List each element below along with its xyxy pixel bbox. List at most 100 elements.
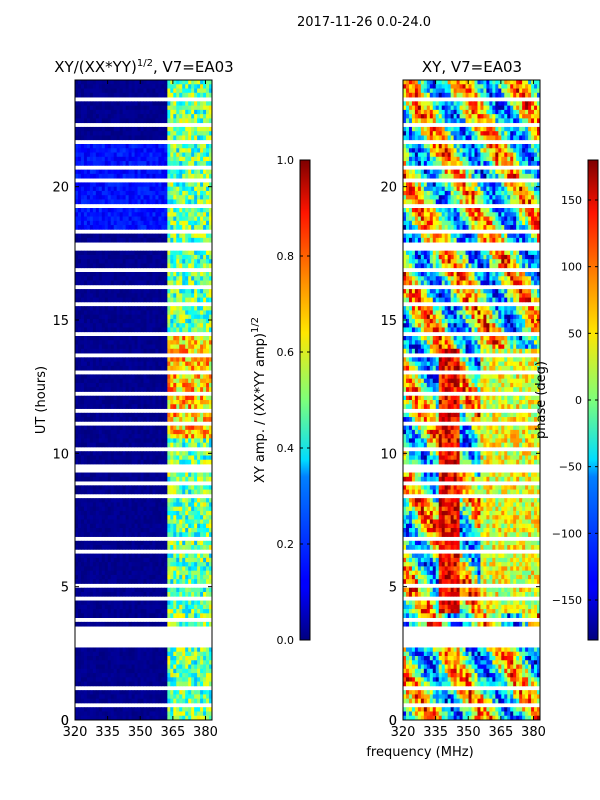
heatmap-cell <box>170 668 174 674</box>
heatmap-cell <box>179 545 183 550</box>
heatmap-cell <box>128 289 132 294</box>
heatmap-cell <box>122 190 127 196</box>
heatmap-cell <box>146 600 150 606</box>
heatmap-cell <box>182 135 186 141</box>
heatmap-cell <box>170 472 174 478</box>
heatmap-cell <box>104 118 109 124</box>
heatmap-cell <box>75 553 79 559</box>
heatmap-cell <box>182 378 186 384</box>
heatmap-cell <box>77 404 82 409</box>
heatmap-cell <box>104 489 109 495</box>
heatmap-cell <box>86 613 91 618</box>
heatmap-cell <box>173 114 177 119</box>
heatmap-cell <box>92 101 97 106</box>
heatmap-cell <box>75 417 79 422</box>
heatmap-cell <box>140 114 144 119</box>
heatmap-cell <box>209 340 212 345</box>
heatmap-cell <box>113 88 118 94</box>
heatmap-cell <box>203 109 207 115</box>
heatmap-cell <box>101 348 106 354</box>
heatmap-cell <box>98 344 103 350</box>
heatmap-cell <box>155 502 159 508</box>
heatmap-cell <box>92 374 97 380</box>
heatmap-cell <box>137 442 141 448</box>
heatmap-cell <box>182 609 186 614</box>
heatmap-cell <box>116 677 121 682</box>
heatmap-cell <box>164 485 168 490</box>
heatmap-cell <box>206 306 210 311</box>
heatmap-cell <box>92 182 97 188</box>
heatmap-cell <box>176 289 180 294</box>
heatmap-cell <box>191 506 195 512</box>
heatmap-cell <box>92 382 97 388</box>
heatmap-cell <box>155 425 159 431</box>
heatmap-cell <box>209 314 212 320</box>
heatmap-cell <box>98 152 103 158</box>
heatmap-cell <box>176 148 180 153</box>
heatmap-cell <box>194 668 198 674</box>
heatmap-cell <box>116 502 121 508</box>
heatmap-cell <box>140 105 144 111</box>
heatmap-cell <box>149 357 153 362</box>
heatmap-cell <box>158 434 162 439</box>
heatmap-cell <box>119 199 124 205</box>
heatmap-cell <box>173 545 177 550</box>
heatmap-cell <box>179 101 183 106</box>
heatmap-cell <box>209 365 212 371</box>
heatmap-cell <box>92 344 97 350</box>
heatmap-cell <box>101 651 106 657</box>
heatmap-cell <box>170 498 174 503</box>
heatmap-cell <box>143 592 147 597</box>
heatmap-cell <box>197 656 201 661</box>
heatmap-cell <box>131 92 135 98</box>
heatmap-cell <box>188 664 192 670</box>
heatmap-cell <box>194 400 198 405</box>
heatmap-cell <box>155 545 159 550</box>
heatmap-cell <box>137 600 141 606</box>
heatmap-cell <box>110 587 115 593</box>
heatmap-cell <box>164 438 168 444</box>
heatmap-cell <box>77 314 82 320</box>
heatmap-cell <box>131 344 135 350</box>
heatmap-cell <box>122 489 127 495</box>
heatmap-cell <box>119 523 124 529</box>
heatmap-cell <box>179 485 183 490</box>
heatmap-cell <box>167 668 171 674</box>
heatmap-cell <box>95 233 100 239</box>
heatmap-cell <box>200 148 204 153</box>
heatmap-cell <box>80 190 85 196</box>
heatmap-cell <box>170 169 174 175</box>
heatmap-cell <box>143 553 147 559</box>
heatmap-cell <box>167 259 171 264</box>
heatmap-cell <box>137 199 141 205</box>
heatmap-cell <box>128 656 132 661</box>
heatmap-cell <box>197 348 201 354</box>
heatmap-cell <box>107 570 112 576</box>
heatmap-cell <box>104 114 109 119</box>
heatmap-cell <box>98 259 103 264</box>
heatmap-cell <box>116 553 121 559</box>
heatmap-cell <box>179 506 183 512</box>
heatmap-cell <box>182 144 186 149</box>
heatmap-cell <box>143 515 147 520</box>
heatmap-cell <box>173 131 177 136</box>
heatmap-cell <box>161 109 165 115</box>
heatmap-cell <box>140 173 144 179</box>
heatmap-cell <box>137 126 141 132</box>
heatmap-cell <box>101 220 106 226</box>
heatmap-cell <box>182 519 186 525</box>
heatmap-cell <box>161 412 165 418</box>
heatmap-cell <box>209 220 212 226</box>
heatmap-cell <box>149 314 153 320</box>
heatmap-cell <box>113 318 118 324</box>
heatmap-cell <box>113 434 118 439</box>
heatmap-cell <box>95 404 100 409</box>
heatmap-cell <box>197 148 201 153</box>
heatmap-cell <box>191 190 195 196</box>
heatmap-cell <box>95 647 100 653</box>
heatmap-cell <box>164 651 168 657</box>
heatmap-cell <box>125 451 130 456</box>
heatmap-cell <box>170 336 174 341</box>
heatmap-cell <box>116 506 121 512</box>
heatmap-cell <box>101 540 106 546</box>
